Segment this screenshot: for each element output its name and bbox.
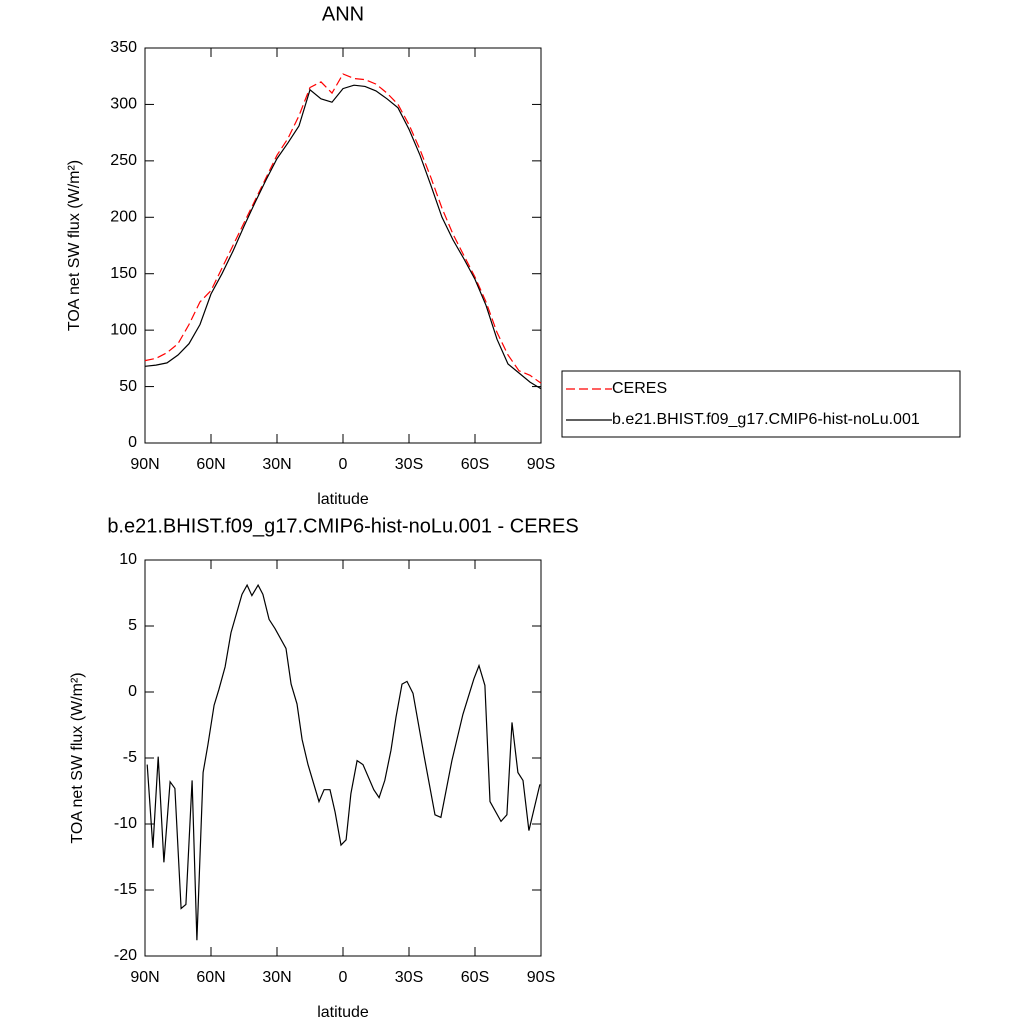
y-tick-label: -5 (123, 749, 137, 766)
y-tick-label: -10 (114, 815, 137, 832)
x-tick-label: 30S (395, 456, 423, 473)
x-tick-label: 30N (262, 456, 291, 473)
plot-frame (144, 47, 542, 444)
x-tick-label: 60S (461, 456, 489, 473)
y-axis-label: TOA net SW flux (W/m²) (66, 160, 83, 331)
x-tick-label: 60N (196, 456, 225, 473)
x-tick-label: 0 (339, 969, 348, 986)
x-tick-label: 60S (461, 969, 489, 986)
x-tick-label: 0 (339, 456, 348, 473)
x-tick-label: 90N (130, 456, 159, 473)
y-tick-label: 100 (110, 321, 137, 338)
y-tick-label: 200 (110, 209, 137, 226)
y-tick-label: 50 (119, 378, 137, 395)
x-tick-label: 90S (527, 456, 555, 473)
chart-title: ANN (322, 3, 364, 25)
legend-label: b.e21.BHIST.f09_g17.CMIP6-hist-noLu.001 (612, 411, 920, 428)
x-tick-label: 30S (395, 969, 423, 986)
y-tick-label: 10 (119, 551, 137, 568)
y-tick-label: 350 (110, 39, 137, 56)
plot-frame (144, 559, 542, 957)
data-line (146, 583, 541, 941)
y-tick-label: 300 (110, 96, 137, 113)
x-axis-label: latitude (317, 1004, 369, 1021)
x-tick-label: 90S (527, 969, 555, 986)
y-tick-label: -20 (114, 947, 137, 964)
y-tick-label: 5 (128, 617, 137, 634)
y-tick-label: 0 (128, 683, 137, 700)
x-tick-label: 30N (262, 969, 291, 986)
y-tick-label: 150 (110, 265, 137, 282)
data-line (144, 84, 542, 390)
chart-title: b.e21.BHIST.f09_g17.CMIP6-hist-noLu.001 … (107, 515, 578, 537)
x-axis-label: latitude (317, 491, 369, 508)
y-tick-label: -15 (114, 881, 137, 898)
legend-label: CERES (612, 380, 667, 397)
legend: CERES b.e21.BHIST.f09_g17.CMIP6-hist-noLu… (561, 370, 961, 438)
y-tick-label: 250 (110, 152, 137, 169)
data-line (144, 73, 542, 384)
y-tick-label: 0 (128, 434, 137, 451)
x-tick-label: 60N (196, 969, 225, 986)
x-tick-label: 90N (130, 969, 159, 986)
y-axis-label: TOA net SW flux (W/m²) (69, 672, 86, 843)
legend-box (561, 370, 961, 438)
